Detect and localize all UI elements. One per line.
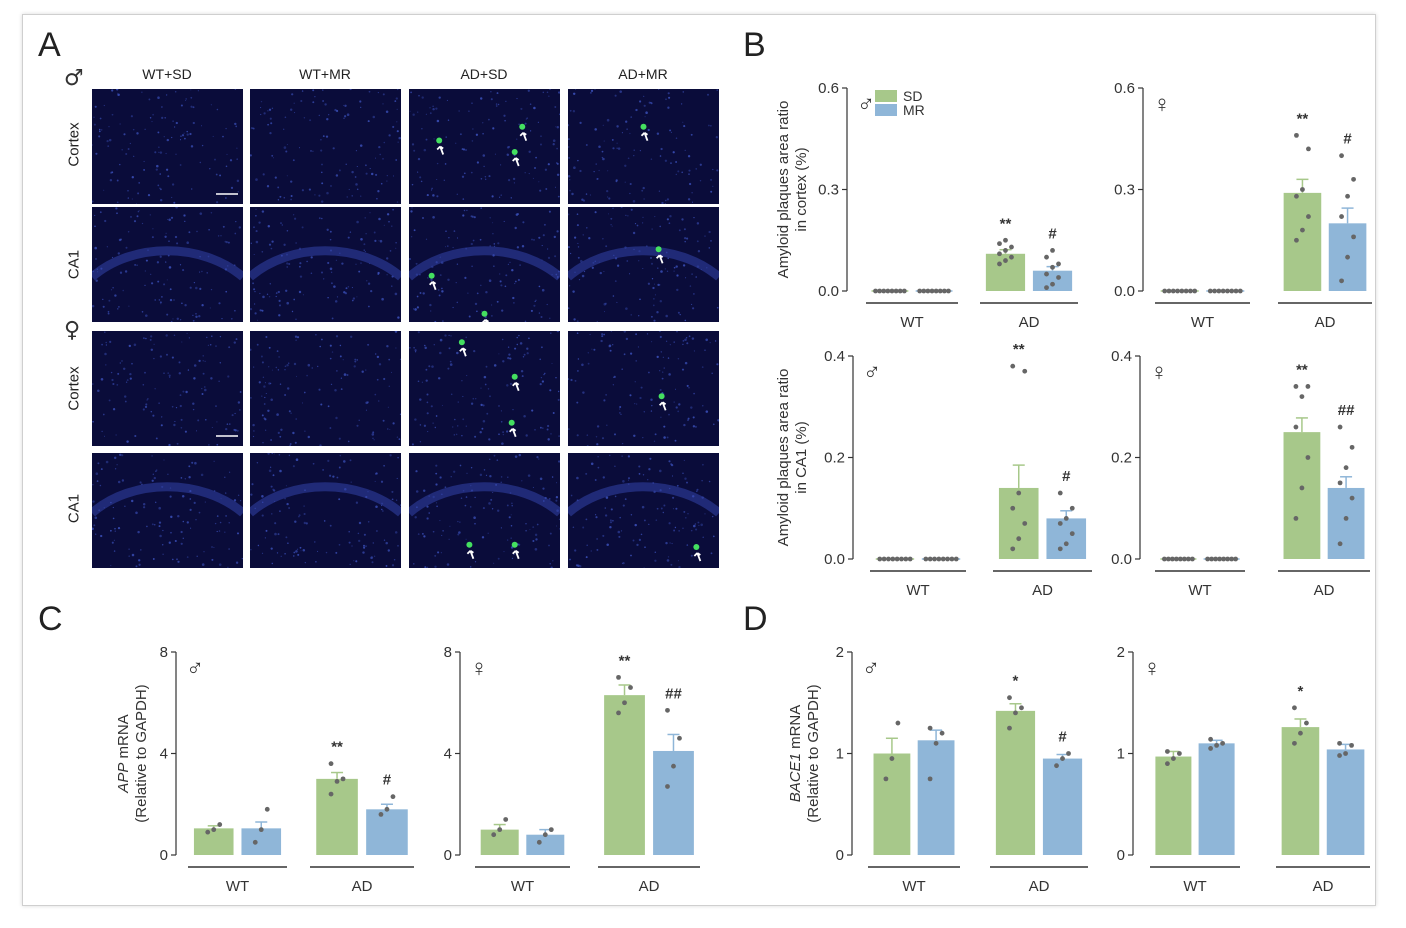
col-header-ad-mr: AD+MR <box>618 66 668 82</box>
micrograph-male-ca1-wt-mr <box>250 207 401 322</box>
micrograph-female-ca1-wt-mr <box>250 453 401 568</box>
col-header-wt-mr: WT+MR <box>299 66 351 82</box>
male-symbol-a: ♂ <box>64 66 84 91</box>
row-label-male-ca1: CA1 <box>65 249 83 280</box>
micrograph-male-cortex-wt-sd <box>92 89 243 204</box>
micrograph-male-cortex-ad-sd <box>409 89 560 204</box>
micrograph-female-ca1-ad-sd <box>409 453 560 568</box>
row-label-male-cortex: Cortex <box>65 122 83 167</box>
panel-letter-c: C <box>38 600 63 638</box>
micrograph-male-ca1-ad-sd <box>409 207 560 322</box>
micrograph-female-ca1-wt-sd <box>92 453 243 568</box>
micrograph-female-cortex-wt-mr <box>250 331 401 446</box>
micrograph-female-cortex-ad-mr <box>568 331 719 446</box>
micrograph-male-ca1-wt-sd <box>92 207 243 322</box>
micrograph-female-cortex-ad-sd <box>409 331 560 446</box>
micrograph-female-ca1-ad-mr <box>568 453 719 568</box>
panel-letter-a: A <box>38 26 61 64</box>
micrograph-male-cortex-ad-mr <box>568 89 719 204</box>
row-label-female-cortex: Cortex <box>65 366 83 411</box>
micrograph-female-cortex-wt-sd <box>92 331 243 446</box>
row-label-female-ca1: CA1 <box>65 493 83 524</box>
micrograph-male-cortex-wt-mr <box>250 89 401 204</box>
col-header-ad-sd: AD+SD <box>460 66 508 82</box>
panel-letter-b: B <box>743 26 766 64</box>
col-header-wt-sd: WT+SD <box>142 66 192 82</box>
female-symbol-a: ♀ <box>64 318 81 343</box>
panel-letter-d: D <box>743 600 768 638</box>
micrograph-male-ca1-ad-mr <box>568 207 719 322</box>
